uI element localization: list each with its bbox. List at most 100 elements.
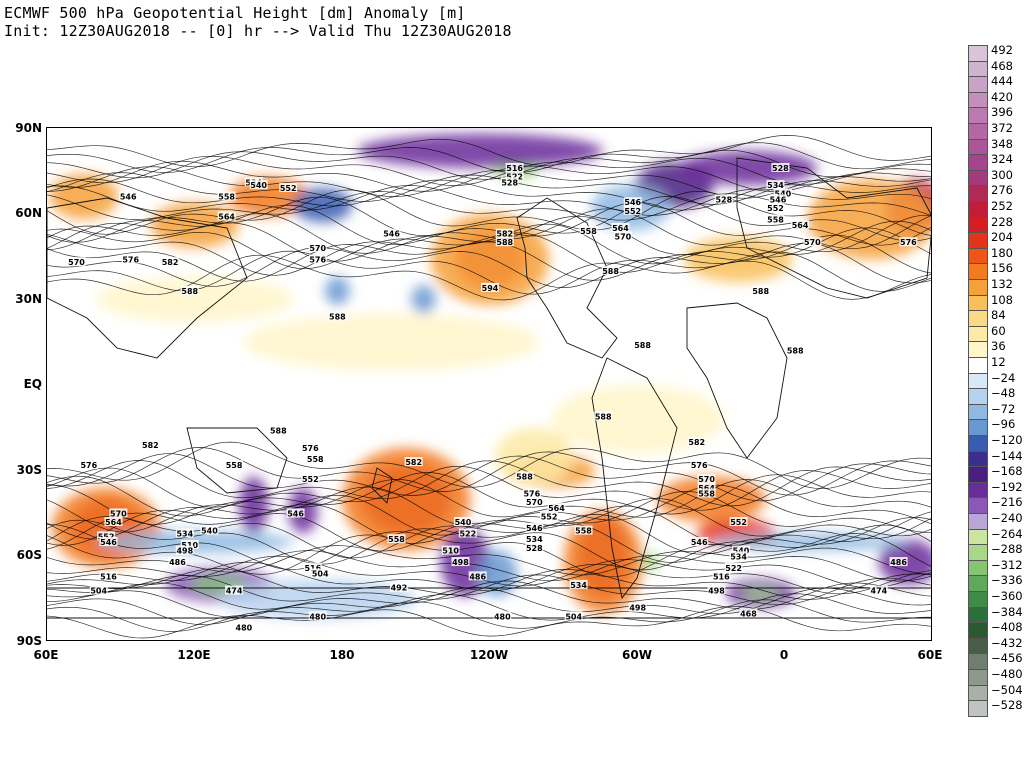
anomaly-blob	[357, 133, 604, 168]
colorbar-swatch	[968, 622, 988, 638]
colorbar-swatch	[968, 154, 988, 170]
contour-label-bg	[628, 602, 647, 612]
colorbar-level-label: −240	[991, 511, 1023, 525]
contour-label-bg	[803, 237, 822, 247]
colorbar-level-label: −24	[991, 370, 1016, 385]
contour-label: 534	[730, 552, 747, 561]
contour-label: 486	[169, 558, 186, 567]
contour-label-bg	[89, 585, 108, 595]
colorbar-swatch	[968, 388, 988, 404]
contour-label-bg	[180, 285, 199, 295]
contour-label-bg	[525, 542, 544, 552]
contour-label-bg	[540, 511, 559, 521]
height-contour-line	[47, 214, 931, 262]
height-contour-line	[47, 593, 931, 625]
contour-label-bg	[623, 205, 642, 215]
height-contour-line	[47, 254, 931, 301]
contour-label-bg	[594, 411, 613, 421]
contour-label: 546	[383, 230, 400, 239]
contour-label-bg	[141, 439, 160, 449]
colorbar-level-label: −432	[991, 635, 1023, 650]
contour-label: 540	[775, 190, 792, 199]
contour-label: 576	[309, 255, 326, 264]
colorbar-level-label: −48	[991, 386, 1016, 401]
colorbar-swatch	[968, 169, 988, 186]
anomaly-blob	[551, 385, 724, 454]
contour-label-bg	[441, 545, 460, 555]
contour-label-bg	[279, 182, 298, 192]
contour-label: 582	[405, 458, 422, 467]
contour-label: 498	[176, 547, 193, 556]
map-plot-area[interactable]: 5345405525465585645465705765825885945165…	[46, 127, 932, 641]
contour-label-bg	[697, 482, 716, 492]
colorbar-level-label: 492	[991, 43, 1013, 57]
contour-label: 480	[494, 612, 511, 621]
colorbar-swatch	[968, 497, 988, 513]
contour-label: 576	[302, 444, 319, 453]
colorbar-swatch	[968, 466, 988, 482]
contour-label-bg	[724, 562, 743, 572]
contour-label: 564	[105, 518, 122, 527]
contour-label: 552	[280, 184, 297, 193]
colorbar-level-label: 180	[991, 245, 1013, 260]
contour-label-bg	[468, 571, 487, 581]
coastline	[371, 467, 393, 504]
anomaly-blob	[51, 487, 161, 568]
contour-label-bg	[505, 171, 524, 181]
height-contour-line	[47, 234, 931, 282]
height-contour-line	[47, 189, 931, 236]
contour-label-bg	[547, 502, 566, 512]
height-contour-line	[47, 479, 931, 525]
contour-label: 570	[526, 498, 543, 507]
colorbar-level-label: −456	[991, 651, 1023, 666]
contour-label-bg	[217, 191, 236, 201]
colorbar-swatch	[968, 263, 988, 279]
contour-label: 558	[388, 535, 405, 544]
colorbar-level-label: 300	[991, 167, 1013, 182]
anomaly-blob	[494, 427, 574, 485]
contour-label: 504	[312, 569, 329, 578]
height-contour-line	[47, 196, 931, 243]
colorbar-swatch	[968, 637, 988, 654]
height-contour-line	[47, 498, 931, 546]
contour-label: 588	[270, 427, 287, 436]
colorbar-swatch	[968, 279, 988, 295]
contour-label-bg	[308, 242, 327, 252]
contour-label-bg	[286, 508, 305, 518]
contour-label: 570	[615, 233, 632, 242]
contour-label: 534	[526, 535, 543, 544]
contour-label: 474	[226, 587, 243, 596]
anomaly-blob	[96, 276, 294, 323]
height-contour-line	[47, 550, 931, 582]
contour-label: 486	[890, 558, 907, 567]
contour-label: 570	[68, 258, 85, 267]
colorbar-level-label: −72	[991, 401, 1016, 416]
height-contour-line	[47, 242, 931, 288]
colorbar-level-label: −288	[991, 542, 1023, 557]
contour-label-bg	[161, 257, 180, 267]
height-contour-line	[47, 191, 931, 221]
contour-label-bg	[729, 551, 748, 561]
colorbar-swatch	[968, 575, 988, 591]
colorbar-swatch	[968, 107, 988, 123]
colorbar-level-label: 396	[991, 105, 1013, 120]
colorbar-level-label: 444	[991, 74, 1013, 89]
contour-label: 564	[548, 504, 565, 513]
anomaly-blob	[49, 173, 119, 220]
contour-label-bg	[481, 282, 499, 292]
lon-tick-180: 180	[329, 648, 355, 662]
chart-title: ECMWF 500 hPa Geopotential Height [dm] A…	[4, 4, 466, 22]
contour-label: 552	[302, 475, 319, 484]
colorbar-swatch	[968, 419, 988, 435]
colorbar-level-label: −528	[991, 698, 1023, 713]
contour-label: 588	[595, 412, 612, 421]
contour-label-bg	[104, 517, 123, 527]
colorbar-swatch	[968, 76, 988, 92]
chart-subtitle: Init: 12Z30AUG2018 -- [0] hr --> Valid T…	[4, 22, 512, 40]
contour-label: 522	[725, 564, 742, 573]
colorbar-level-label: 348	[991, 136, 1013, 151]
colorbar-swatch	[968, 544, 988, 560]
contour-label-bg	[739, 608, 758, 618]
anomaly-blob	[430, 213, 550, 306]
contour-label: 552	[730, 518, 747, 527]
